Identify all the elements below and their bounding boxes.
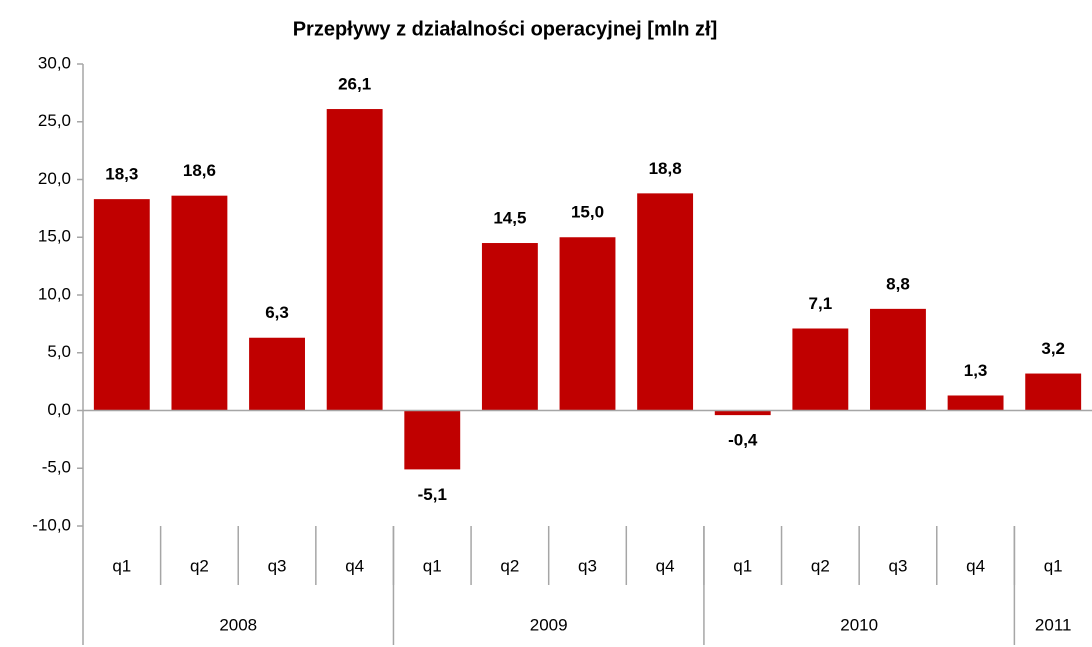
bar	[1025, 373, 1082, 411]
y-tick-label: 5,0	[47, 342, 71, 361]
group-label: 2011	[1035, 615, 1072, 634]
bar	[171, 195, 228, 411]
value-label: 3,2	[1041, 339, 1065, 358]
x-tick-label: q3	[889, 556, 908, 575]
bar	[870, 308, 926, 411]
value-label: -5,1	[418, 485, 447, 504]
bar	[249, 337, 305, 411]
x-tick-label: q4	[966, 556, 985, 575]
y-tick-label: 20,0	[38, 169, 71, 188]
value-label: 18,8	[649, 159, 682, 178]
y-tick-label: 15,0	[38, 227, 71, 246]
value-label: 14,5	[493, 209, 526, 228]
bar	[559, 237, 616, 411]
group-label: 2008	[219, 615, 257, 634]
x-tick-label: q1	[423, 556, 442, 575]
chart-title: Przepływy z działalności operacyjnej [ml…	[293, 18, 718, 40]
bar	[481, 243, 538, 411]
x-tick-label: q2	[811, 556, 830, 575]
y-tick-label: 0,0	[47, 400, 71, 419]
x-tick-label: q4	[345, 556, 364, 575]
bar	[93, 199, 150, 411]
x-tick-label: q1	[1044, 556, 1063, 575]
value-label: 6,3	[265, 303, 289, 322]
x-tick-label: q1	[733, 556, 752, 575]
y-tick-label: 10,0	[38, 284, 71, 303]
x-tick-label: q3	[268, 556, 287, 575]
value-label: 1,3	[964, 361, 988, 380]
value-label: 15,0	[571, 203, 604, 222]
y-tick-label: 30,0	[38, 53, 71, 72]
bar	[637, 193, 694, 411]
value-label: 18,6	[183, 161, 216, 180]
bar	[326, 109, 383, 411]
x-tick-label: q2	[500, 556, 519, 575]
y-tick-label: 25,0	[38, 111, 71, 130]
value-label: 7,1	[809, 294, 833, 313]
value-label: 26,1	[338, 75, 371, 94]
x-tick-label: q4	[656, 556, 675, 575]
group-label: 2010	[840, 615, 878, 634]
bar	[792, 328, 849, 411]
value-label: 18,3	[105, 165, 138, 184]
y-tick-label: -10,0	[32, 515, 71, 534]
group-label: 2009	[530, 615, 568, 634]
bar	[947, 395, 1004, 411]
y-tick-label: -5,0	[42, 458, 71, 477]
bar	[714, 410, 771, 416]
value-label: 8,8	[886, 274, 910, 293]
x-tick-label: q2	[190, 556, 209, 575]
x-tick-label: q1	[112, 556, 131, 575]
bar	[404, 410, 461, 470]
x-tick-label: q3	[578, 556, 597, 575]
value-label: -0,4	[728, 431, 758, 450]
